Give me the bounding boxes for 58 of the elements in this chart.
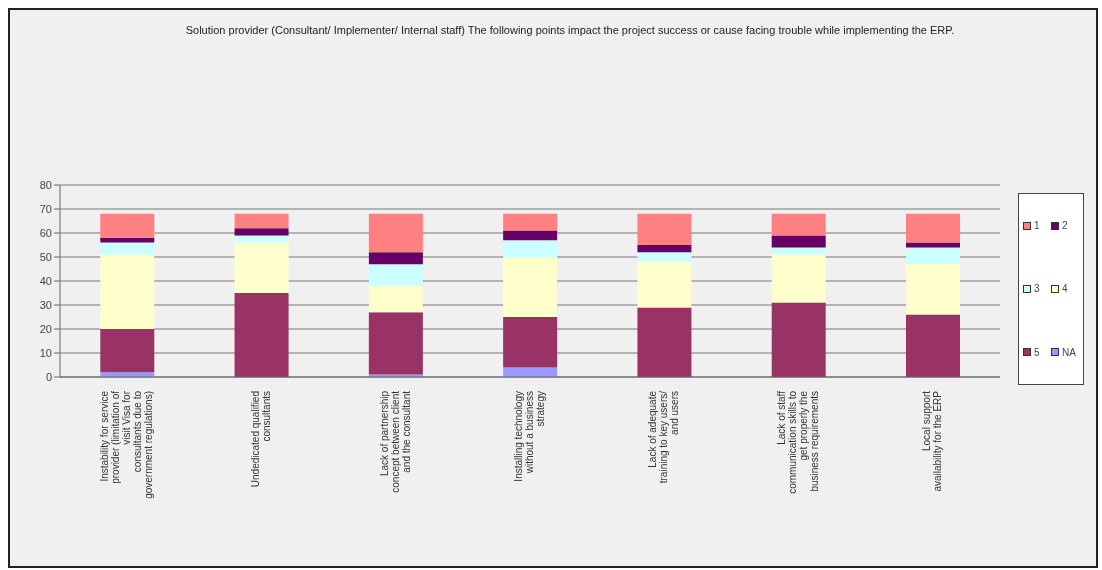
y-tick-label: 10 xyxy=(39,346,52,359)
y-tick-label: 60 xyxy=(39,226,52,239)
bar xyxy=(368,285,423,313)
y-tick-label: 30 xyxy=(39,298,52,311)
bar xyxy=(503,213,558,231)
bar xyxy=(100,213,155,238)
bar xyxy=(368,312,423,375)
bar xyxy=(637,213,692,245)
bar xyxy=(637,307,692,377)
bar xyxy=(234,242,289,293)
bar xyxy=(100,329,155,373)
bar xyxy=(100,242,155,255)
y-tick-label: 70 xyxy=(39,202,52,215)
y-tick-label: 0 xyxy=(45,370,52,383)
bar xyxy=(503,257,558,317)
bar xyxy=(100,237,155,243)
bar xyxy=(100,254,155,329)
bar xyxy=(503,367,558,377)
bar xyxy=(503,230,558,241)
x-tick-label: Undedicated qualified consultants xyxy=(249,391,272,488)
x-tick-label: Installing technology without a business strategy xyxy=(513,391,546,482)
bar xyxy=(234,213,289,229)
legend-label: NA xyxy=(1062,346,1076,358)
bar xyxy=(637,245,692,253)
chart-title: Solution provider (Consultant/ Implementer/ Internal staff) The following points impact the project success or cause facing trouble while implementing the ERP. xyxy=(184,24,956,37)
legend-label: 5 xyxy=(1034,346,1040,358)
x-tick-label: Lack of staff communication skills to get properly the business requirements xyxy=(776,390,821,494)
legend-label: 4 xyxy=(1062,283,1068,295)
bar xyxy=(368,213,423,253)
x-tick-label: Lack of partnership concept between client and the consultant xyxy=(378,390,412,493)
bar xyxy=(906,264,960,315)
bar xyxy=(234,235,289,243)
bar xyxy=(503,317,558,368)
legend-label: 1 xyxy=(1034,220,1040,232)
y-tick-label: 20 xyxy=(39,322,52,335)
legend-label: 3 xyxy=(1034,283,1040,295)
x-tick-label: Instability for service provider (limitation of visit Visa for consultants due to government regulations) xyxy=(99,390,155,499)
x-tick-label: Lack of adequate training to key users/ and users xyxy=(647,390,681,484)
bar xyxy=(637,252,692,262)
y-tick-label: 40 xyxy=(39,274,52,287)
bar xyxy=(906,247,960,265)
bar xyxy=(906,213,960,243)
bar xyxy=(771,213,826,236)
x-tick-label: Local support availability for the ERP xyxy=(921,390,944,492)
bar xyxy=(771,254,826,303)
bar xyxy=(906,314,960,377)
bar xyxy=(234,228,289,236)
bar xyxy=(368,264,423,286)
legend-label: 2 xyxy=(1062,220,1068,232)
y-tick-label: 80 xyxy=(39,178,52,191)
bar xyxy=(771,247,826,255)
bar xyxy=(637,261,692,308)
bar xyxy=(368,252,423,265)
bar xyxy=(771,302,826,377)
bar xyxy=(771,235,826,248)
bar xyxy=(234,293,289,377)
y-tick-label: 50 xyxy=(39,250,52,263)
bar xyxy=(503,240,558,257)
